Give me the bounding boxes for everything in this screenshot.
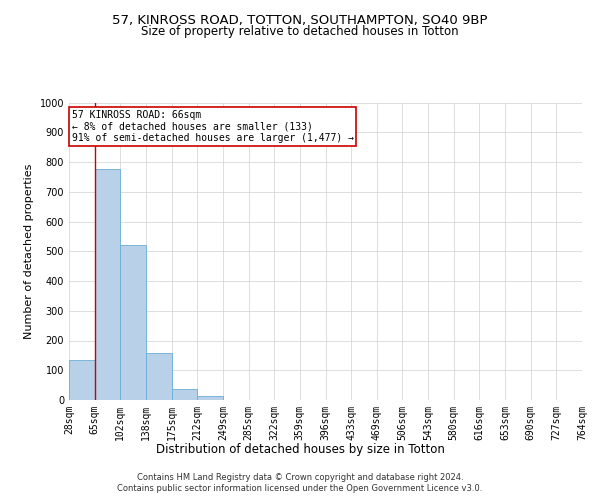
Bar <box>172 388 197 400</box>
Text: Contains public sector information licensed under the Open Government Licence v3: Contains public sector information licen… <box>118 484 482 493</box>
Text: Size of property relative to detached houses in Totton: Size of property relative to detached ho… <box>141 25 459 38</box>
Text: Distribution of detached houses by size in Totton: Distribution of detached houses by size … <box>155 442 445 456</box>
Y-axis label: Number of detached properties: Number of detached properties <box>24 164 34 339</box>
Bar <box>197 396 223 400</box>
Bar <box>69 360 95 400</box>
Bar <box>121 246 146 400</box>
Text: 57, KINROSS ROAD, TOTTON, SOUTHAMPTON, SO40 9BP: 57, KINROSS ROAD, TOTTON, SOUTHAMPTON, S… <box>112 14 488 27</box>
Text: Contains HM Land Registry data © Crown copyright and database right 2024.: Contains HM Land Registry data © Crown c… <box>137 472 463 482</box>
Bar <box>146 353 172 400</box>
Bar <box>95 170 121 400</box>
Text: 57 KINROSS ROAD: 66sqm
← 8% of detached houses are smaller (133)
91% of semi-det: 57 KINROSS ROAD: 66sqm ← 8% of detached … <box>71 110 353 143</box>
